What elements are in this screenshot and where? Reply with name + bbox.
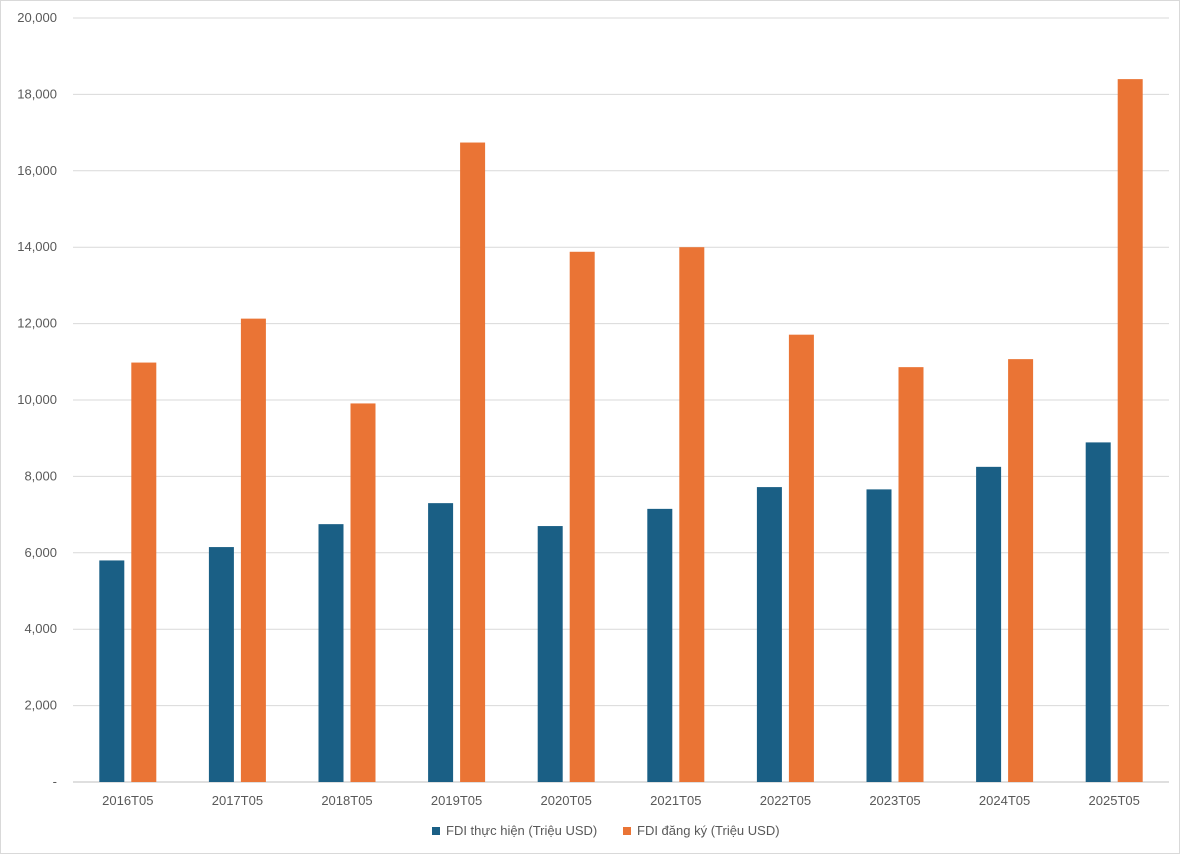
y-tick-label: 18,000	[17, 86, 57, 101]
y-tick-label: 14,000	[17, 239, 57, 254]
x-tick-label: 2025T05	[1089, 793, 1140, 808]
bar-fdi-thuc-hien	[866, 489, 892, 782]
x-axis-ticks: 2016T05 2017T05 2018T05 2019T05 2020T05 2021T…	[102, 793, 1140, 808]
gridlines	[73, 17, 1169, 783]
x-tick-label: 2017T05	[212, 793, 263, 808]
x-tick-label: 2019T05	[431, 793, 482, 808]
x-tick-label: 2022T05	[760, 793, 811, 808]
bar-fdi-dang-ky	[131, 362, 157, 782]
bar-fdi-dang-ky	[898, 367, 924, 782]
bar-fdi-dang-ky	[1117, 79, 1143, 783]
bar-fdi-dang-ky	[350, 403, 376, 782]
bar-fdi-thuc-hien	[99, 560, 125, 782]
bars	[99, 79, 1143, 783]
x-tick-label: 2024T05	[979, 793, 1030, 808]
y-tick-label: 4,000	[24, 621, 57, 636]
y-tick-label: 10,000	[17, 392, 57, 407]
bar-fdi-thuc-hien	[756, 487, 782, 782]
legend-swatch	[623, 827, 631, 835]
bar-fdi-dang-ky	[240, 318, 266, 782]
y-tick-label: 6,000	[24, 545, 57, 560]
y-tick-label: 12,000	[17, 316, 57, 331]
bar-fdi-thuc-hien	[208, 547, 234, 782]
legend-label: FDI đăng ký (Triệu USD)	[637, 823, 780, 838]
bar-fdi-dang-ky	[1008, 359, 1034, 782]
bar-fdi-thuc-hien	[1085, 442, 1111, 782]
bar-fdi-thuc-hien	[647, 508, 673, 782]
x-tick-label: 2016T05	[102, 793, 153, 808]
x-tick-label: 2018T05	[321, 793, 372, 808]
x-tick-label: 2021T05	[650, 793, 701, 808]
bar-fdi-thuc-hien	[976, 466, 1002, 782]
bar-fdi-thuc-hien	[537, 526, 563, 782]
y-axis-ticks: - 2,000 4,000 6,000 8,000 10,000 12,000 14,000 1…	[17, 10, 57, 789]
y-tick-label: 20,000	[17, 10, 57, 25]
legend-swatch	[432, 827, 440, 835]
y-tick-label: 8,000	[24, 468, 57, 483]
bar-fdi-dang-ky	[569, 251, 595, 782]
x-tick-label: 2020T05	[541, 793, 592, 808]
bar-fdi-thuc-hien	[318, 524, 344, 782]
legend-label: FDI thực hiện (Triệu USD)	[446, 823, 597, 838]
x-tick-label: 2023T05	[869, 793, 920, 808]
bar-fdi-dang-ky	[679, 247, 705, 782]
y-tick-label: -	[53, 774, 57, 789]
legend: FDI thực hiện (Triệu USD) FDI đăng ký (Tr…	[432, 823, 780, 838]
bar-fdi-thuc-hien	[428, 503, 454, 782]
bar-fdi-dang-ky	[460, 142, 486, 783]
bar-fdi-dang-ky	[788, 334, 814, 782]
y-tick-label: 16,000	[17, 163, 57, 178]
y-tick-label: 2,000	[24, 698, 57, 713]
